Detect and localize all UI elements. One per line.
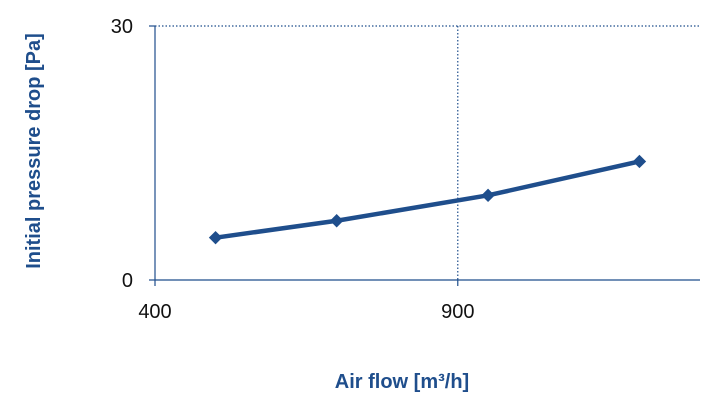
series-line — [213, 159, 642, 240]
tick-labels: 0 30 400 900 — [111, 16, 475, 323]
y-tick-label: 0 — [122, 270, 133, 292]
x-tick-label: 400 — [138, 301, 171, 323]
data-point-marker — [632, 154, 647, 169]
x-tick-label: 900 — [441, 301, 474, 323]
data-point-marker — [208, 230, 223, 245]
y-tick-label: 30 — [111, 16, 133, 38]
grid — [155, 25, 700, 280]
data-point-marker — [329, 214, 344, 228]
series — [208, 154, 647, 245]
data-point-marker — [481, 188, 495, 203]
x-axis-title: Air flow [m³/h] — [335, 371, 469, 393]
axes — [149, 25, 700, 286]
y-axis-title: Initial pressure drop [Pa] — [23, 33, 45, 269]
